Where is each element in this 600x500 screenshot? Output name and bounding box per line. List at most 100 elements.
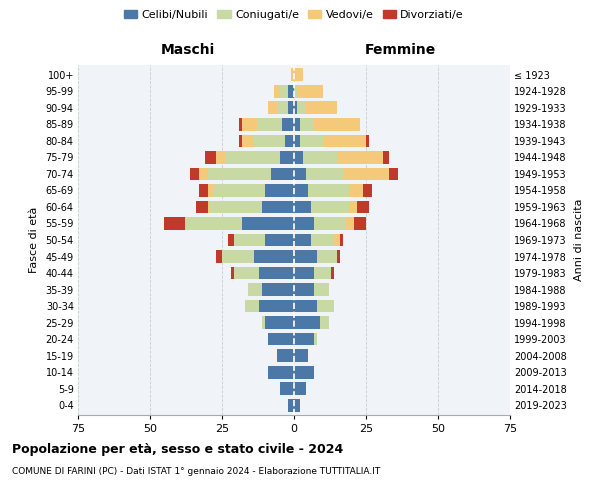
Bar	[259, 300, 294, 312]
Bar	[271, 168, 294, 180]
Bar	[288, 85, 294, 98]
Bar	[233, 234, 265, 246]
Bar	[214, 184, 265, 197]
Bar	[337, 151, 383, 164]
Bar	[225, 151, 280, 164]
Bar	[294, 118, 300, 131]
Bar	[334, 234, 340, 246]
Bar	[358, 200, 369, 213]
Bar	[300, 134, 323, 147]
Bar	[355, 217, 366, 230]
Bar	[294, 316, 320, 329]
Bar	[331, 266, 334, 280]
Bar	[366, 134, 369, 147]
Bar	[286, 134, 294, 147]
Bar	[265, 184, 294, 197]
Bar	[262, 316, 265, 329]
Bar	[239, 118, 242, 131]
Bar	[294, 382, 305, 395]
Bar	[389, 168, 398, 180]
Bar	[190, 168, 199, 180]
Bar	[294, 151, 302, 164]
Bar	[294, 85, 297, 98]
Bar	[294, 283, 314, 296]
Bar	[277, 349, 294, 362]
Bar	[337, 250, 340, 263]
Bar	[363, 184, 372, 197]
Bar	[254, 134, 286, 147]
Bar	[297, 102, 305, 114]
Bar	[216, 250, 222, 263]
Bar	[274, 85, 280, 98]
Bar	[239, 134, 242, 147]
Bar	[294, 102, 297, 114]
Bar	[291, 68, 294, 82]
Text: Femmine: Femmine	[365, 42, 436, 56]
Bar	[268, 366, 294, 378]
Bar	[294, 349, 308, 362]
Bar	[205, 151, 216, 164]
Bar	[294, 250, 317, 263]
Bar	[314, 118, 360, 131]
Bar	[208, 168, 271, 180]
Bar	[314, 217, 346, 230]
Bar	[288, 102, 294, 114]
Bar	[294, 366, 314, 378]
Bar	[317, 300, 334, 312]
Bar	[185, 217, 242, 230]
Bar	[242, 217, 294, 230]
Bar	[294, 398, 300, 411]
Bar	[343, 168, 389, 180]
Bar	[320, 316, 329, 329]
Bar	[254, 250, 294, 263]
Bar	[262, 283, 294, 296]
Legend: Celibi/Nubili, Coniugati/e, Vedovi/e, Divorziati/e: Celibi/Nubili, Coniugati/e, Vedovi/e, Di…	[119, 6, 469, 25]
Text: Popolazione per età, sesso e stato civile - 2024: Popolazione per età, sesso e stato civil…	[12, 442, 343, 456]
Bar	[242, 118, 257, 131]
Bar	[294, 300, 317, 312]
Bar	[314, 266, 331, 280]
Bar	[311, 234, 334, 246]
Bar	[297, 85, 323, 98]
Bar	[311, 200, 349, 213]
Bar	[228, 234, 233, 246]
Bar	[248, 283, 262, 296]
Bar	[259, 266, 294, 280]
Bar	[294, 184, 308, 197]
Bar	[346, 217, 355, 230]
Bar	[294, 168, 305, 180]
Bar	[294, 200, 311, 213]
Bar	[277, 102, 288, 114]
Bar	[305, 168, 343, 180]
Bar	[383, 151, 389, 164]
Bar	[196, 200, 208, 213]
Bar	[208, 184, 214, 197]
Bar	[294, 217, 314, 230]
Bar	[294, 332, 314, 345]
Bar	[283, 118, 294, 131]
Y-axis label: Anni di nascita: Anni di nascita	[574, 198, 584, 281]
Bar	[245, 300, 259, 312]
Bar	[262, 200, 294, 213]
Bar	[199, 168, 208, 180]
Bar	[280, 85, 288, 98]
Bar	[233, 266, 259, 280]
Bar	[300, 118, 314, 131]
Bar	[265, 316, 294, 329]
Bar	[294, 234, 311, 246]
Bar	[199, 184, 208, 197]
Bar	[280, 151, 294, 164]
Bar	[216, 151, 225, 164]
Bar	[323, 134, 366, 147]
Bar	[317, 250, 337, 263]
Bar	[257, 118, 283, 131]
Y-axis label: Fasce di età: Fasce di età	[29, 207, 38, 273]
Bar	[211, 200, 262, 213]
Bar	[302, 151, 337, 164]
Bar	[340, 234, 343, 246]
Bar	[294, 68, 302, 82]
Bar	[222, 250, 254, 263]
Bar	[268, 332, 294, 345]
Bar	[280, 382, 294, 395]
Bar	[230, 266, 233, 280]
